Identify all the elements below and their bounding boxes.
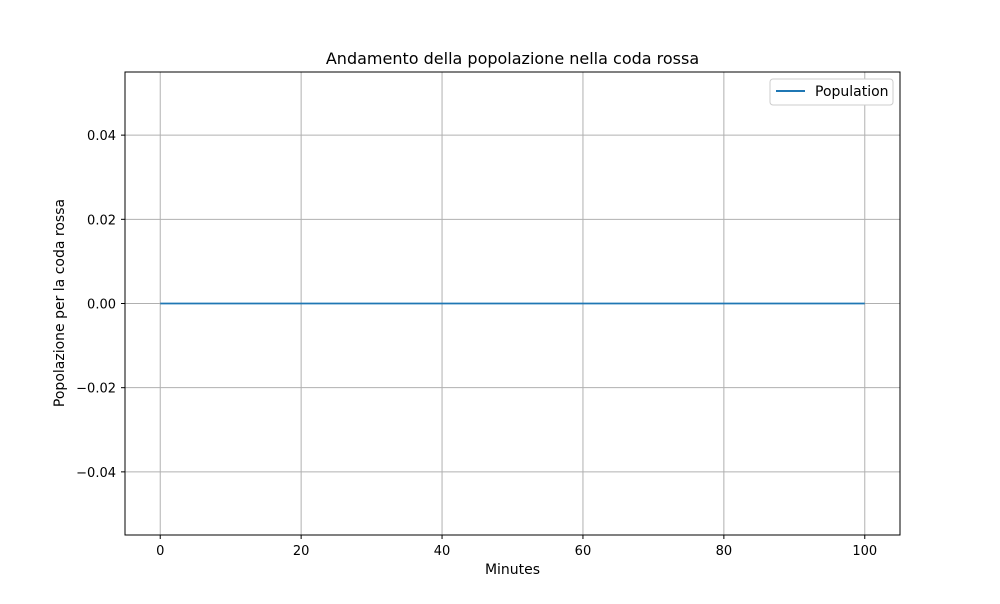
- x-tick-label: 100: [852, 544, 877, 559]
- x-tick-label: 0: [156, 544, 164, 559]
- legend-label-population: Population: [815, 84, 889, 100]
- x-axis-ticks: 0 20 40 60 80 100: [156, 535, 877, 559]
- x-tick-label: 60: [575, 544, 592, 559]
- x-axis-label: Minutes: [485, 562, 540, 578]
- y-tick-label: 0.00: [87, 298, 116, 313]
- y-tick-label: 0.02: [87, 213, 116, 228]
- x-tick-label: 80: [716, 544, 733, 559]
- x-tick-label: 20: [293, 544, 310, 559]
- y-tick-label: −0.02: [76, 382, 116, 397]
- x-tick-label: 40: [434, 544, 451, 559]
- legend: Population: [769, 78, 894, 106]
- chart-title: Andamento della popolazione nella coda r…: [326, 49, 699, 68]
- legend-box: [769, 78, 894, 106]
- y-axis-ticks: −0.04 −0.02 0.00 0.02 0.04: [76, 129, 125, 481]
- y-axis-label: Popolazione per la coda rossa: [52, 199, 68, 407]
- y-tick-label: −0.04: [76, 466, 116, 481]
- y-tick-label: 0.04: [87, 129, 116, 144]
